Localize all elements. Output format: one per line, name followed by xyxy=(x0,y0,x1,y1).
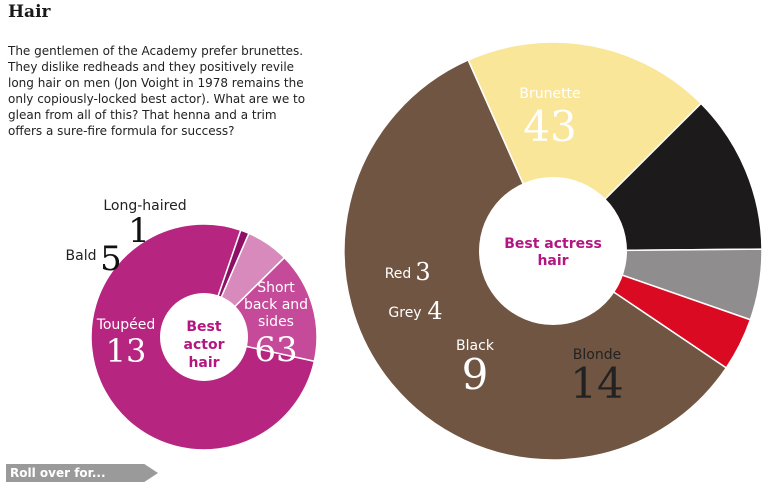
actor-center-label-line3: hair xyxy=(188,355,219,371)
actress-value-brunette: 43 xyxy=(523,102,576,151)
actress-value-blonde: 14 xyxy=(570,359,623,408)
actress-donut[interactable] xyxy=(343,41,763,461)
actor-center-label-line1: Best xyxy=(186,319,221,335)
actor-label-long-haired: Long-haired xyxy=(103,198,186,214)
actress-label-black: Black xyxy=(456,338,495,354)
actor-label-short-back-and-sides-line2: back and xyxy=(244,297,308,313)
actor-value-long-haired: 1 xyxy=(128,211,150,251)
actor-label-toup-ed: Toupéed xyxy=(96,317,156,333)
actor-value-short-back-and-sides: 63 xyxy=(254,330,297,370)
actress-center-label-line2: hair xyxy=(537,253,568,269)
actor-center-label-line2: actor xyxy=(184,337,225,353)
actress-slice-blonde[interactable] xyxy=(467,41,703,253)
roll-over-button[interactable]: Roll over for... xyxy=(6,464,158,482)
intro-text: The gentlemen of the Academy prefer brun… xyxy=(8,44,306,138)
actor-value-toup-ed: 13 xyxy=(106,332,147,370)
actress-center-label-line1: Best actress xyxy=(504,236,602,252)
actress-label-grey: Grey xyxy=(388,305,421,321)
actor-value-bald: 5 xyxy=(100,239,122,279)
actress-label-brunette: Brunette xyxy=(519,86,580,102)
actor-donut-hole xyxy=(160,293,248,381)
actor-label-short-back-and-sides-line3: sides xyxy=(258,314,294,330)
actress-label-red: Red xyxy=(385,266,412,282)
actress-value-grey: 4 xyxy=(427,297,442,325)
actor-label-bald: Bald xyxy=(66,248,97,264)
actress-label-blonde: Blonde xyxy=(573,347,621,363)
actress-value-black: 9 xyxy=(462,350,489,399)
actor-label-short-back-and-sides-line1: Short xyxy=(257,280,295,296)
page-title: Hair xyxy=(8,2,51,22)
actress-value-red: 3 xyxy=(415,258,430,286)
actress-donut-hole xyxy=(479,177,627,325)
